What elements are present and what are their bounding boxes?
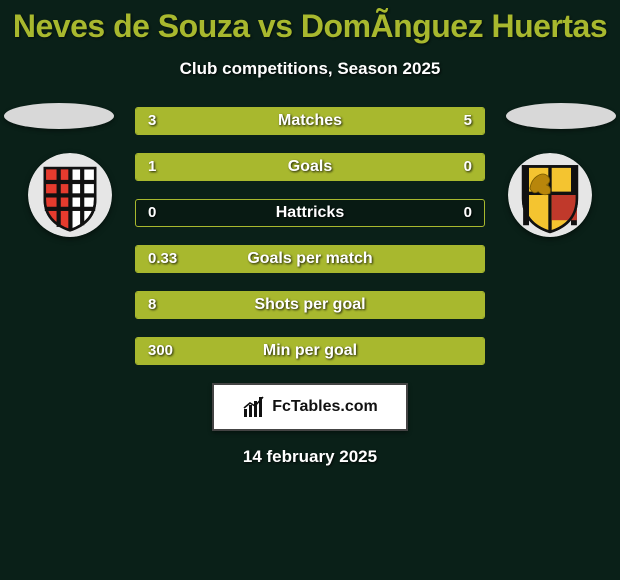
- page-title: Neves de Souza vs DomÃ­nguez Huertas: [0, 0, 620, 45]
- stat-row: 0.33Goals per match: [135, 245, 485, 273]
- chart-icon: [242, 395, 266, 419]
- stat-row: 8Shots per goal: [135, 291, 485, 319]
- stat-row: 300Min per goal: [135, 337, 485, 365]
- player-shadow-right: [506, 103, 616, 129]
- subtitle: Club competitions, Season 2025: [0, 59, 620, 79]
- stat-row: 10Goals: [135, 153, 485, 181]
- stat-label: Matches: [136, 108, 484, 134]
- stat-label: Hattricks: [136, 200, 484, 226]
- stat-label: Shots per goal: [136, 292, 484, 318]
- stat-label: Min per goal: [136, 338, 484, 364]
- bars-container: 35Matches 10Goals 00Hattricks 0.33Goals per…: [135, 107, 485, 365]
- stat-label: Goals: [136, 154, 484, 180]
- date-label: 14 february 2025: [0, 447, 620, 467]
- branding-box: FcTables.com: [212, 383, 408, 431]
- team-logo-left: [28, 153, 112, 237]
- player-shadow-left: [4, 103, 114, 129]
- branding-text: FcTables.com: [272, 398, 378, 416]
- stat-row: 00Hattricks: [135, 199, 485, 227]
- stat-row: 35Matches: [135, 107, 485, 135]
- team-logo-right: [508, 153, 592, 237]
- comparison-chart: 35Matches 10Goals 00Hattricks 0.33Goals per…: [0, 107, 620, 467]
- stat-label: Goals per match: [136, 246, 484, 272]
